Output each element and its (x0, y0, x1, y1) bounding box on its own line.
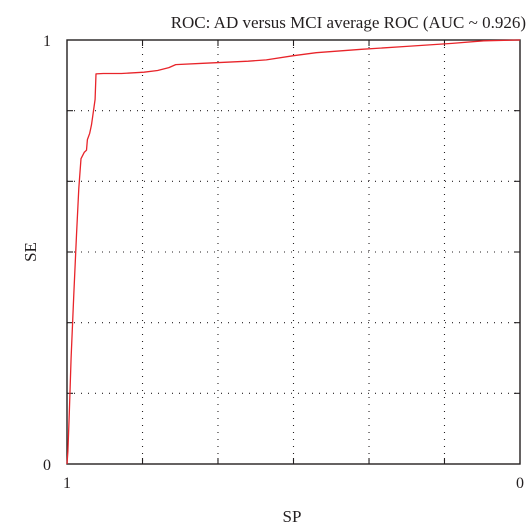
roc-curve (66, 39, 521, 465)
x-tick-label: 1 (63, 475, 71, 492)
grid (67, 40, 520, 464)
x-axis-label: SP (283, 507, 302, 526)
x-tick-label: 0 (516, 475, 524, 492)
y-tick-label: 0 (43, 457, 51, 474)
roc-curves (66, 39, 521, 465)
tick-labels: 1 001 (43, 33, 524, 492)
plot-frame (66, 39, 521, 465)
chart-title: ROC: AD versus MCI average ROC (AUC ~ 0.… (171, 13, 526, 32)
y-tick-label: 1 (43, 33, 51, 50)
axis-ticks (67, 40, 520, 464)
y-axis-label: SE (21, 242, 40, 262)
